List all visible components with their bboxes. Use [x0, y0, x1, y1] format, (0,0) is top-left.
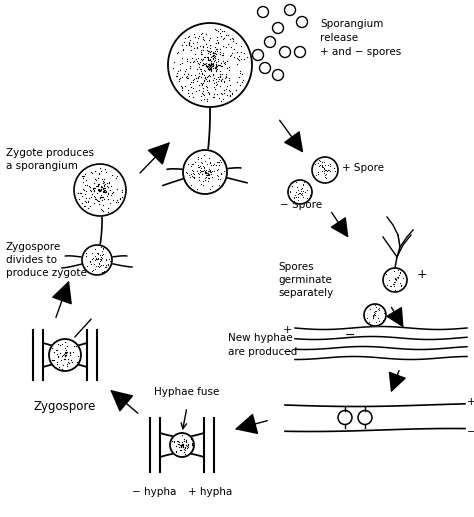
Text: −: − — [345, 328, 355, 342]
Text: Zygote produces
a sporangium: Zygote produces a sporangium — [6, 148, 94, 171]
Text: − hypha: − hypha — [132, 487, 176, 497]
Text: Zygospore: Zygospore — [34, 400, 96, 413]
Circle shape — [288, 180, 312, 204]
Circle shape — [364, 304, 386, 326]
Text: + hypha: + hypha — [467, 397, 474, 407]
Circle shape — [168, 23, 252, 107]
Text: Zygospore
divides to
produce zygote: Zygospore divides to produce zygote — [6, 242, 87, 278]
Circle shape — [82, 245, 112, 275]
Text: Sporangium
release
+ and − spores: Sporangium release + and − spores — [320, 19, 401, 57]
Circle shape — [383, 268, 407, 292]
Text: Spores
germinate
separately: Spores germinate separately — [278, 262, 333, 298]
Text: −: − — [283, 347, 292, 357]
Circle shape — [49, 339, 81, 371]
Circle shape — [312, 157, 338, 183]
Circle shape — [74, 164, 126, 216]
Circle shape — [170, 433, 194, 457]
Text: − Spore: − Spore — [280, 200, 322, 210]
Text: + hypha: + hypha — [188, 487, 232, 497]
Text: +: + — [283, 325, 292, 335]
Text: New hyphae
are produced: New hyphae are produced — [228, 333, 297, 357]
Circle shape — [183, 150, 227, 194]
Text: + Spore: + Spore — [342, 163, 384, 173]
Text: Hyphae fuse: Hyphae fuse — [155, 387, 219, 397]
Text: +: + — [417, 268, 428, 281]
Text: − hypha: − hypha — [467, 427, 474, 437]
